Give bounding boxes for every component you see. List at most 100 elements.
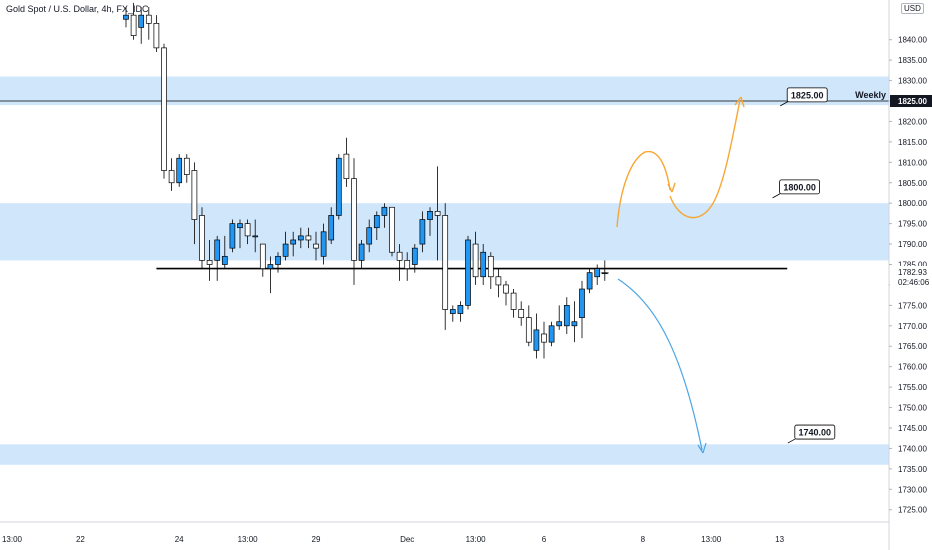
candle <box>290 231 297 257</box>
candle-body <box>373 215 380 229</box>
candle <box>571 301 578 343</box>
candle-body <box>389 206 395 253</box>
y-tick-label: 1835.00 <box>898 56 927 65</box>
callout-box <box>794 424 836 440</box>
candle-body <box>480 251 487 278</box>
candle-body <box>411 247 418 265</box>
projection-paths <box>616 96 745 454</box>
candle <box>381 203 388 228</box>
candle-body <box>343 153 350 180</box>
y-tick-label: 1800.00 <box>898 199 927 208</box>
y-tick-label: 1815.00 <box>898 138 927 147</box>
x-tick-label: 13:00 <box>701 535 722 544</box>
current-price-timer: 02:46:06 <box>898 278 930 287</box>
candle <box>396 244 403 281</box>
candle-body <box>335 157 342 216</box>
candle-body <box>313 243 319 249</box>
candle <box>495 268 502 298</box>
price-callout: 1825.00 <box>780 87 828 107</box>
candle <box>373 211 380 240</box>
x-tick-label: 29 <box>312 535 321 544</box>
candle-body <box>358 243 365 261</box>
price-callout: 1740.00 <box>787 424 836 444</box>
callout-label: 1825.00 <box>791 90 824 100</box>
y-tick-label: 1750.00 <box>898 404 927 413</box>
y-tick-label: 1740.00 <box>898 444 927 453</box>
candle <box>199 207 205 269</box>
y-tick-label: 1755.00 <box>898 383 927 392</box>
candles-layer <box>123 2 608 359</box>
candle <box>404 252 411 281</box>
candle-body <box>191 170 198 220</box>
candle-body <box>229 223 236 249</box>
candle-body <box>487 255 494 278</box>
y-tick-label: 1735.00 <box>898 465 927 474</box>
chart-title: Gold Spot / U.S. Dollar, 4h, FX_IDC <box>6 4 149 14</box>
candle <box>434 166 441 261</box>
candle-body <box>381 206 388 216</box>
candle-body <box>457 305 464 314</box>
candle <box>176 154 183 187</box>
candle-body <box>176 157 183 184</box>
candle-body <box>282 243 289 257</box>
candle <box>214 235 221 281</box>
current-price-bg <box>890 265 932 288</box>
candle-body <box>206 260 213 265</box>
candle-body <box>548 325 555 343</box>
candle <box>130 2 137 40</box>
candle-body <box>525 317 532 343</box>
candle-body <box>259 243 266 269</box>
candle-body <box>563 305 570 327</box>
current-price-value: 1782.93 <box>898 268 927 277</box>
candle-body <box>503 284 509 294</box>
candle-body <box>571 321 578 327</box>
x-tick-label: 22 <box>76 535 85 544</box>
candle <box>244 219 251 245</box>
candle <box>579 280 585 339</box>
x-tick-label: 8 <box>641 535 646 544</box>
candle-body <box>594 268 601 278</box>
y-tick-label: 1820.00 <box>898 117 927 126</box>
candle <box>320 223 327 265</box>
candle <box>153 15 160 52</box>
x-tick-label: 24 <box>175 535 184 544</box>
x-tick-label: 13:00 <box>238 535 259 544</box>
candle <box>351 158 357 285</box>
candle-body <box>427 211 433 220</box>
zone-band <box>0 444 889 465</box>
candle-body <box>541 333 547 343</box>
candle-body <box>556 321 563 327</box>
candle-body <box>442 215 449 310</box>
candle <box>556 305 563 330</box>
bullish-path-leg-2 <box>669 99 741 219</box>
candle-body <box>275 255 281 265</box>
price-marker-bg <box>890 95 932 108</box>
y-tick-label: 1790.00 <box>898 240 927 249</box>
candle <box>472 231 479 285</box>
callout-box <box>779 179 820 195</box>
weekly-label: Weekly <box>855 90 886 100</box>
y-tick-label: 1805.00 <box>898 179 927 188</box>
candle <box>161 43 167 179</box>
x-tick-label: 6 <box>542 535 547 544</box>
currency-badge[interactable]: USD <box>901 3 924 14</box>
bearish-path <box>617 278 703 451</box>
candle-body <box>495 276 502 286</box>
candle-body <box>244 223 251 237</box>
candle <box>297 227 304 249</box>
candle <box>313 231 319 261</box>
candle-body <box>320 231 327 257</box>
candle <box>389 206 395 257</box>
candle-body <box>586 272 593 290</box>
candle-body <box>145 14 152 24</box>
candle-body <box>351 178 357 261</box>
candle <box>518 301 525 326</box>
candle <box>328 207 335 245</box>
candle-body <box>518 309 525 318</box>
candle <box>358 239 365 269</box>
candle-body <box>472 243 479 278</box>
callout-box <box>786 87 828 103</box>
candle-body <box>123 14 129 20</box>
